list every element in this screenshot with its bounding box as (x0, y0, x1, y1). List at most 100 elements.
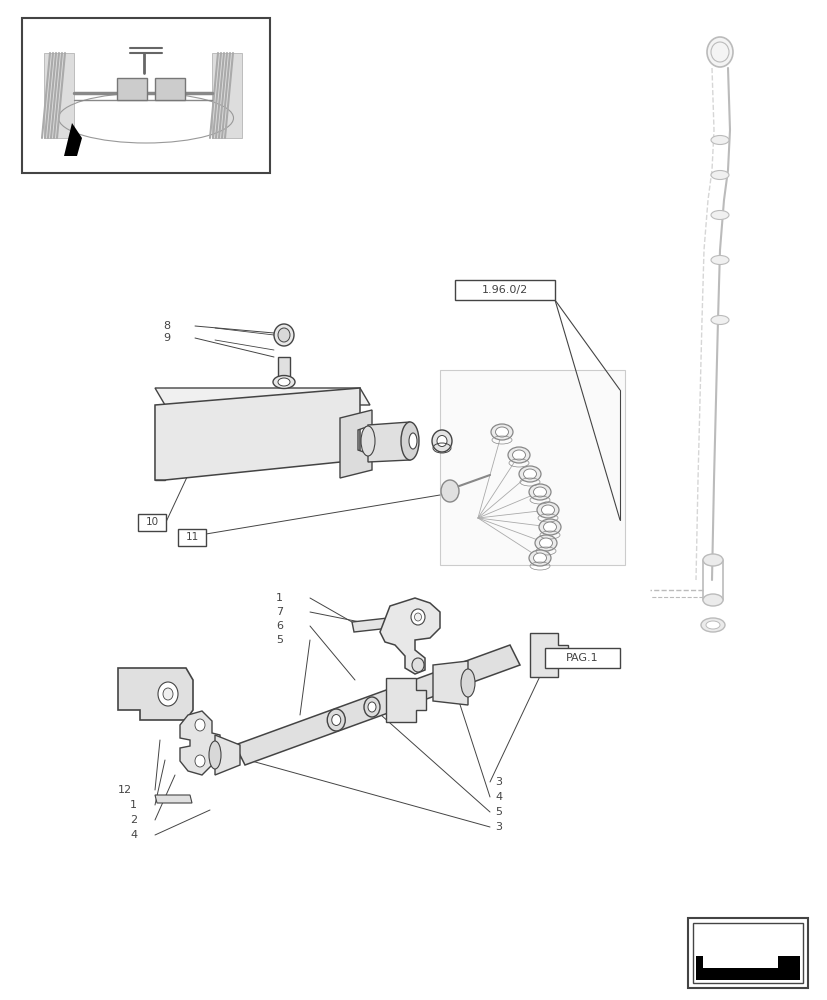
Ellipse shape (195, 755, 205, 767)
Bar (455, 280, 554, 300)
Bar (22, 18, 270, 173)
Polygon shape (529, 633, 567, 677)
Ellipse shape (364, 697, 380, 717)
Ellipse shape (412, 658, 423, 672)
Text: 10: 10 (146, 517, 159, 527)
Ellipse shape (702, 594, 722, 606)
Ellipse shape (706, 37, 732, 67)
Ellipse shape (332, 714, 341, 726)
Ellipse shape (533, 487, 546, 497)
Bar (155, 78, 184, 100)
Polygon shape (235, 645, 519, 765)
Text: 3: 3 (495, 822, 501, 832)
Text: 1.96.0/2: 1.96.0/2 (481, 285, 528, 295)
Bar (544, 648, 619, 668)
Polygon shape (367, 422, 409, 462)
Ellipse shape (702, 554, 722, 566)
Ellipse shape (700, 618, 724, 632)
Text: 8: 8 (163, 321, 170, 331)
Bar (117, 78, 147, 100)
Ellipse shape (534, 535, 557, 551)
Ellipse shape (195, 719, 205, 731)
Text: 4: 4 (130, 830, 137, 840)
Ellipse shape (528, 550, 550, 566)
Bar (687, 918, 807, 988)
Ellipse shape (249, 392, 261, 398)
Polygon shape (44, 53, 74, 138)
Ellipse shape (495, 427, 508, 437)
Bar (439, 370, 624, 565)
Text: 12: 12 (118, 785, 132, 795)
Ellipse shape (327, 709, 345, 731)
Bar (278, 357, 289, 379)
Polygon shape (380, 598, 439, 674)
Ellipse shape (273, 375, 294, 388)
Ellipse shape (519, 466, 540, 482)
Polygon shape (64, 123, 82, 156)
Polygon shape (351, 618, 390, 632)
Ellipse shape (710, 136, 728, 145)
Ellipse shape (437, 436, 447, 446)
Text: 5: 5 (495, 807, 501, 817)
Ellipse shape (533, 553, 546, 563)
Bar (692, 923, 802, 983)
Polygon shape (385, 678, 426, 722)
Text: 5: 5 (275, 635, 283, 645)
Polygon shape (215, 735, 240, 775)
Text: 3: 3 (495, 777, 501, 787)
Ellipse shape (198, 392, 211, 398)
Text: 1: 1 (275, 593, 283, 603)
Bar (696, 956, 799, 980)
Polygon shape (702, 928, 799, 968)
Ellipse shape (158, 682, 178, 706)
Ellipse shape (512, 450, 525, 460)
Polygon shape (155, 795, 192, 803)
Ellipse shape (537, 502, 558, 518)
Polygon shape (155, 405, 165, 480)
Polygon shape (212, 53, 241, 138)
Ellipse shape (361, 426, 375, 456)
Ellipse shape (278, 328, 289, 342)
Text: 7: 7 (275, 607, 283, 617)
Ellipse shape (541, 505, 554, 515)
Ellipse shape (441, 480, 458, 502)
Polygon shape (155, 388, 360, 480)
Ellipse shape (410, 609, 424, 625)
Ellipse shape (163, 688, 173, 700)
Ellipse shape (414, 613, 421, 621)
Ellipse shape (543, 522, 556, 532)
Text: 2: 2 (130, 815, 137, 825)
Ellipse shape (490, 424, 513, 440)
Ellipse shape (710, 316, 728, 324)
Ellipse shape (710, 211, 728, 220)
Ellipse shape (461, 669, 475, 697)
Ellipse shape (274, 324, 294, 346)
Ellipse shape (400, 422, 418, 460)
Polygon shape (433, 661, 467, 705)
Ellipse shape (710, 255, 728, 264)
Text: 1: 1 (130, 800, 136, 810)
Text: PAG.1: PAG.1 (565, 653, 598, 663)
Ellipse shape (523, 469, 536, 479)
Ellipse shape (432, 430, 452, 452)
Text: 4: 4 (495, 792, 501, 802)
Bar (138, 514, 165, 531)
Polygon shape (340, 410, 371, 478)
Ellipse shape (278, 378, 289, 386)
Ellipse shape (208, 741, 221, 769)
Bar (178, 529, 206, 546)
Text: 9: 9 (163, 333, 170, 343)
Polygon shape (118, 668, 193, 720)
Polygon shape (179, 711, 220, 775)
Ellipse shape (710, 171, 728, 180)
Ellipse shape (294, 392, 306, 398)
Ellipse shape (538, 519, 561, 535)
Ellipse shape (528, 484, 550, 500)
Polygon shape (155, 388, 370, 405)
Ellipse shape (705, 621, 719, 629)
Text: 6: 6 (275, 621, 283, 631)
Text: 11: 11 (185, 532, 198, 542)
Ellipse shape (367, 702, 375, 712)
Ellipse shape (539, 538, 552, 548)
Ellipse shape (409, 433, 417, 449)
